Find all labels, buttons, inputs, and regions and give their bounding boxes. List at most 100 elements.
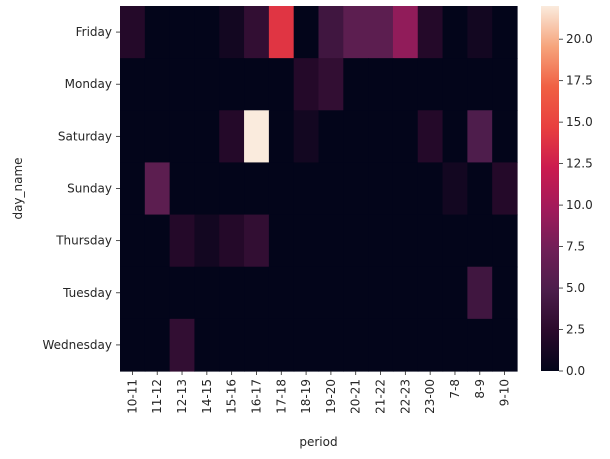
x-tick-label: 17-18: [274, 379, 288, 414]
heatmap-cell: [417, 266, 444, 320]
heatmap-cell: [268, 6, 295, 59]
x-tick-label: 19-20: [324, 379, 338, 414]
heatmap-cell: [467, 110, 493, 164]
heatmap-cell: [442, 6, 468, 59]
heatmap-cell: [194, 58, 220, 111]
heatmap-cell: [293, 266, 320, 320]
colorbar-tick-label: 12.5: [566, 157, 593, 171]
x-tick-label: 10-11: [125, 379, 139, 414]
x-axis-ticks: 10-11 11-12 12-13 14-15 15-16 16-17 17-18 18-19…: [125, 371, 512, 414]
heatmap-cell: [442, 266, 468, 320]
heatmap-cell: [244, 58, 270, 111]
heatmap-cell: [318, 162, 344, 216]
heatmap-cell: [120, 58, 146, 111]
heatmap-cell: [169, 110, 196, 164]
colorbar-tick-label: 7.5: [566, 240, 585, 254]
y-tick-label: Tuesday: [62, 286, 112, 300]
heatmap-cell: [268, 266, 295, 320]
heatmap-cell: [244, 6, 270, 59]
x-tick-label: 7-8: [448, 379, 462, 399]
heatmap-cell: [492, 162, 518, 216]
y-axis-label: day_name: [11, 157, 25, 219]
heatmap-cell: [219, 162, 245, 216]
colorbar-tick-label: 20.0: [566, 32, 593, 46]
heatmap-cell: [144, 110, 171, 164]
heatmap-cell: [144, 162, 171, 216]
x-tick-label: 12-13: [175, 379, 189, 414]
heatmap-cell: [417, 162, 444, 216]
heatmap-cell: [417, 214, 444, 268]
heatmap-cell: [343, 318, 369, 372]
heatmap-cell: [293, 110, 320, 164]
heatmap-cells: [120, 6, 518, 372]
heatmap-cell: [343, 58, 369, 111]
heatmap-cell: [492, 6, 518, 59]
heatmap-cell: [392, 214, 419, 268]
x-tick-label: 23-00: [423, 379, 437, 414]
heatmap-cell: [442, 110, 468, 164]
heatmap-cell: [244, 214, 270, 268]
heatmap-cell: [268, 58, 295, 111]
heatmap-cell: [169, 162, 196, 216]
heatmap-cell: [120, 6, 146, 59]
heatmap-cell: [467, 318, 493, 372]
heatmap-cell: [144, 58, 171, 111]
heatmap-cell: [492, 58, 518, 111]
heatmap-cell: [318, 6, 344, 59]
heatmap-cell: [492, 214, 518, 268]
heatmap-cell: [194, 110, 220, 164]
heatmap-cell: [120, 214, 146, 268]
colorbar-tick-label: 0.0: [566, 364, 585, 378]
heatmap-cell: [169, 266, 196, 320]
heatmap-cell: [244, 110, 270, 164]
colorbar-tick-label: 10.0: [566, 198, 593, 212]
x-tick-label: 11-12: [150, 379, 164, 414]
heatmap-cell: [492, 110, 518, 164]
heatmap-cell: [268, 214, 295, 268]
x-tick-label: 18-19: [299, 379, 313, 414]
heatmap-cell: [343, 6, 369, 59]
heatmap-cell: [244, 266, 270, 320]
colorbar-tick-label: 15.0: [566, 115, 593, 129]
heatmap-cell: [169, 6, 196, 59]
heatmap-cell: [219, 214, 245, 268]
heatmap-cell: [417, 58, 444, 111]
heatmap-cell: [244, 162, 270, 216]
heatmap-cell: [194, 6, 220, 59]
heatmap-cell: [219, 266, 245, 320]
heatmap-cell: [169, 214, 196, 268]
heatmap-cell: [492, 266, 518, 320]
heatmap-cell: [268, 162, 295, 216]
heatmap-cell: [219, 318, 245, 372]
heatmap-cell: [442, 214, 468, 268]
x-axis-label: period: [299, 435, 337, 449]
heatmap-cell: [293, 58, 320, 111]
colorbar-tick-label: 17.5: [566, 74, 593, 88]
heatmap-cell: [343, 162, 369, 216]
heatmap-cell: [169, 58, 196, 111]
heatmap-cell: [169, 318, 196, 372]
x-tick-label: 16-17: [249, 379, 263, 414]
heatmap-cell: [268, 318, 295, 372]
heatmap-cell: [194, 214, 220, 268]
heatmap-cell: [268, 110, 295, 164]
heatmap-cell: [467, 162, 493, 216]
heatmap-cell: [144, 318, 171, 372]
heatmap-cell: [467, 58, 493, 111]
x-tick-label: 21-22: [374, 379, 388, 414]
x-tick-label: 20-21: [349, 379, 363, 414]
y-tick-label: Wednesday: [43, 338, 112, 352]
heatmap-cell: [219, 6, 245, 59]
colorbar-tick-label: 5.0: [566, 281, 585, 295]
heatmap-cell: [467, 6, 493, 59]
y-tick-label: Monday: [65, 77, 112, 91]
heatmap-cell: [343, 110, 369, 164]
heatmap-cell: [194, 162, 220, 216]
heatmap-cell: [417, 318, 444, 372]
y-tick-label: Sunday: [67, 182, 112, 196]
heatmap-cell: [293, 318, 320, 372]
x-tick-label: 14-15: [200, 379, 214, 414]
y-tick-label: Friday: [76, 25, 112, 39]
heatmap-cell: [293, 214, 320, 268]
